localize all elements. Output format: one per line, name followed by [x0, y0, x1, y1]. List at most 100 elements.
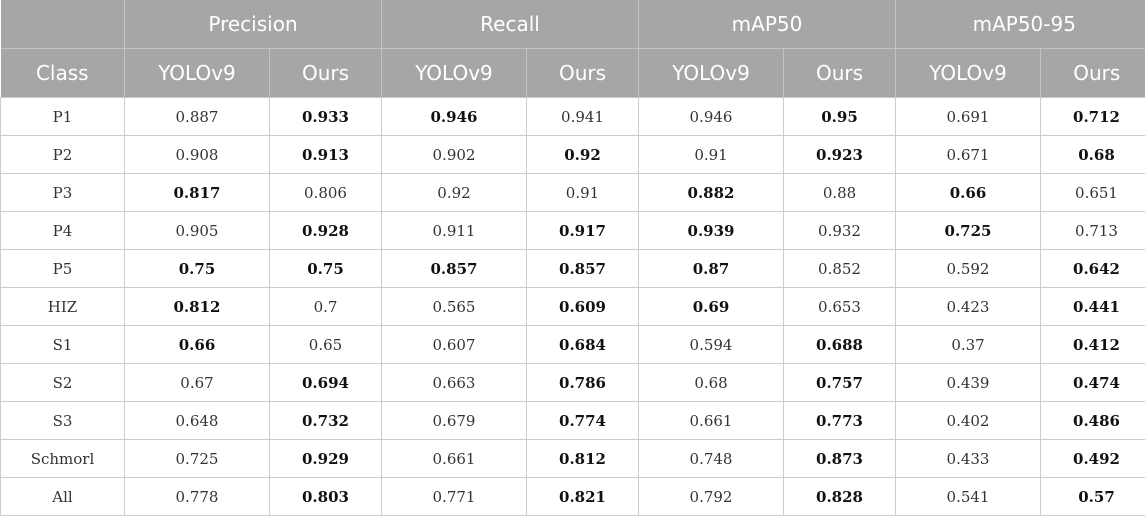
subheader-yolov9: YOLOv9 — [381, 48, 527, 98]
table-cell: 0.474 — [1040, 363, 1145, 402]
table-cell: 0.607 — [381, 325, 527, 364]
table-cell: 0.541 — [895, 477, 1042, 516]
row-label: Schmorl — [0, 439, 125, 478]
table-cell: 0.933 — [269, 97, 382, 136]
table-cell: 0.661 — [381, 439, 527, 478]
table-cell: 0.679 — [381, 401, 527, 440]
table-cell: 0.92 — [525, 135, 640, 174]
table-cell: 0.66 — [895, 173, 1042, 212]
row-label: P5 — [0, 249, 125, 288]
table-cell: 0.928 — [269, 211, 382, 250]
table-cell: 0.402 — [895, 401, 1042, 440]
table-cell: 0.609 — [525, 287, 640, 326]
table-cell: 0.946 — [381, 97, 527, 136]
header-precision: Precision — [124, 0, 382, 49]
table-cell: 0.712 — [1040, 97, 1145, 136]
table-cell: 0.941 — [525, 97, 640, 136]
table-cell: 0.932 — [783, 211, 897, 250]
table-cell: 0.565 — [381, 287, 527, 326]
row-label: P1 — [0, 97, 125, 136]
row-label: All — [0, 477, 125, 516]
table-cell: 0.694 — [269, 363, 382, 402]
table-cell: 0.713 — [1040, 211, 1145, 250]
table-row: P1 0.887 0.933 0.946 0.941 0.946 0.95 0.691 0.71… — [0, 97, 1145, 136]
table-cell: 0.757 — [783, 363, 897, 402]
table-cell: 0.732 — [269, 401, 382, 440]
table-cell: 0.88 — [783, 173, 897, 212]
subheader-yolov9: YOLOv9 — [124, 48, 270, 98]
sub-header-row: Class YOLOv9 Ours YOLOv9 Ours YOLOv9 Our… — [0, 48, 1145, 98]
table-cell: 0.939 — [638, 211, 785, 250]
table-cell: 0.65 — [269, 325, 382, 364]
table-row: S3 0.648 0.732 0.679 0.774 0.661 0.773 0.402 0.4… — [0, 401, 1145, 440]
table-row: P5 0.75 0.75 0.857 0.857 0.87 0.852 0.592 0.642 — [0, 249, 1145, 288]
table-cell: 0.66 — [124, 325, 270, 364]
table-cell: 0.7 — [269, 287, 382, 326]
table-cell: 0.792 — [638, 477, 785, 516]
table-cell: 0.691 — [895, 97, 1042, 136]
subheader-ours: Ours — [525, 48, 639, 98]
table-cell: 0.812 — [525, 439, 640, 478]
table-cell: 0.913 — [269, 135, 382, 174]
table-row: S2 0.67 0.694 0.663 0.786 0.68 0.757 0.439 0.474 — [0, 363, 1145, 402]
header-recall: Recall — [380, 0, 639, 49]
table-cell: 0.642 — [1040, 249, 1145, 288]
table-cell: 0.911 — [381, 211, 527, 250]
table-cell: 0.92 — [381, 173, 527, 212]
table-cell: 0.828 — [783, 477, 897, 516]
table-cell: 0.887 — [124, 97, 270, 136]
table-cell: 0.433 — [895, 439, 1042, 478]
table-cell: 0.671 — [895, 135, 1042, 174]
table-cell: 0.684 — [525, 325, 640, 364]
table-cell: 0.439 — [895, 363, 1042, 402]
header-map50: mAP50 — [638, 0, 896, 49]
row-label: S2 — [0, 363, 125, 402]
table-cell: 0.806 — [269, 173, 382, 212]
table-body: P1 0.887 0.933 0.946 0.941 0.946 0.95 0.691 0.71… — [0, 97, 1145, 516]
table-row: P2 0.908 0.913 0.902 0.92 0.91 0.923 0.671 0.68 — [0, 135, 1145, 174]
table-cell: 0.748 — [638, 439, 785, 478]
table-cell: 0.653 — [783, 287, 897, 326]
header-map50-95: mAP50-95 — [895, 0, 1145, 49]
table-row: S1 0.66 0.65 0.607 0.684 0.594 0.688 0.37 0.412 — [0, 325, 1145, 364]
table-cell: 0.68 — [1040, 135, 1145, 174]
table-cell: 0.812 — [124, 287, 270, 326]
subheader-ours: Ours — [1040, 48, 1145, 98]
table-row: All 0.778 0.803 0.771 0.821 0.792 0.828 0.541 0.… — [0, 477, 1145, 516]
table-cell: 0.75 — [124, 249, 270, 288]
table-cell: 0.87 — [638, 249, 785, 288]
table-cell: 0.905 — [124, 211, 270, 250]
table-cell: 0.75 — [269, 249, 382, 288]
table-cell: 0.774 — [525, 401, 640, 440]
table-cell: 0.661 — [638, 401, 785, 440]
table-cell: 0.946 — [638, 97, 785, 136]
subheader-ours: Ours — [269, 48, 382, 98]
table-cell: 0.902 — [381, 135, 527, 174]
table-cell: 0.95 — [783, 97, 897, 136]
table-cell: 0.688 — [783, 325, 897, 364]
table-cell: 0.91 — [525, 173, 640, 212]
subheader-yolov9: YOLOv9 — [638, 48, 784, 98]
table-cell: 0.771 — [381, 477, 527, 516]
table-cell: 0.929 — [269, 439, 382, 478]
table-row: P4 0.905 0.928 0.911 0.917 0.939 0.932 0.725 0.7… — [0, 211, 1145, 250]
table-cell: 0.492 — [1040, 439, 1145, 478]
table-cell: 0.57 — [1040, 477, 1145, 516]
table-cell: 0.594 — [638, 325, 785, 364]
row-label: P2 — [0, 135, 125, 174]
table-cell: 0.786 — [525, 363, 640, 402]
table-cell: 0.873 — [783, 439, 897, 478]
table-cell: 0.592 — [895, 249, 1042, 288]
table-cell: 0.803 — [269, 477, 382, 516]
row-label: S1 — [0, 325, 125, 364]
table-cell: 0.908 — [124, 135, 270, 174]
table-row: Schmorl 0.725 0.929 0.661 0.812 0.748 0.873 0.4… — [0, 439, 1145, 478]
table-cell: 0.69 — [638, 287, 785, 326]
table-cell: 0.441 — [1040, 287, 1145, 326]
table-cell: 0.821 — [525, 477, 640, 516]
row-label: S3 — [0, 401, 125, 440]
row-label: P3 — [0, 173, 125, 212]
table-cell: 0.423 — [895, 287, 1042, 326]
row-label: P4 — [0, 211, 125, 250]
